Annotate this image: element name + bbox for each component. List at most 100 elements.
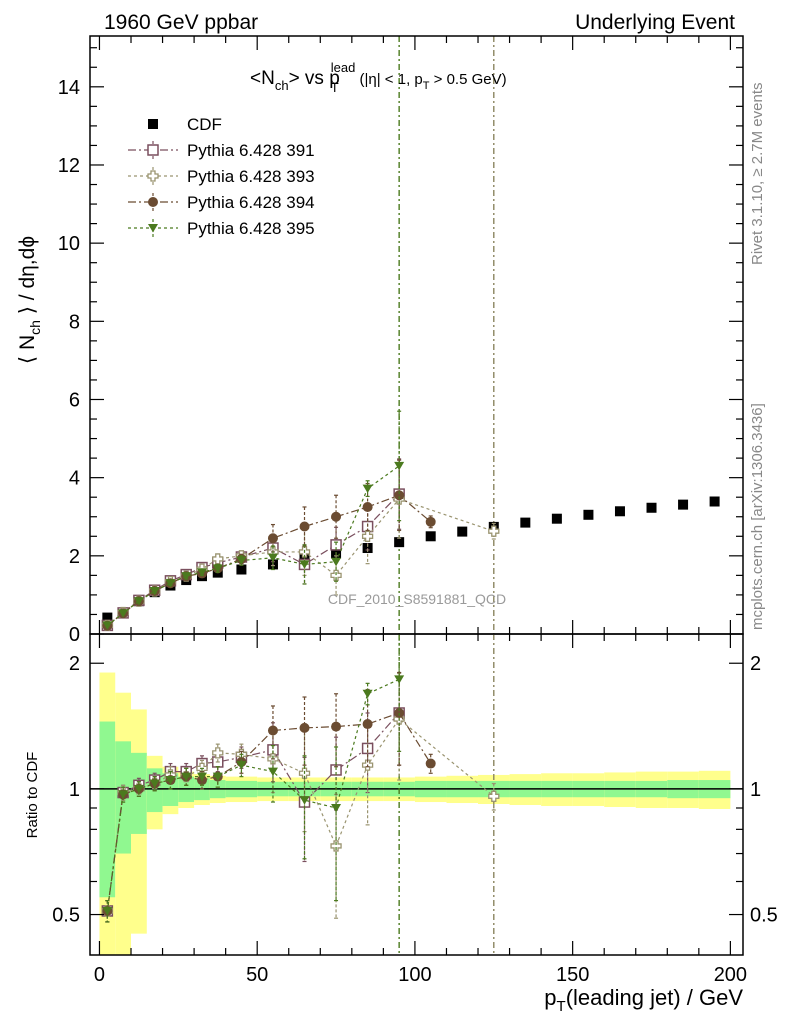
marker-point — [330, 840, 342, 852]
marker-point — [425, 531, 436, 542]
marker-point — [148, 119, 158, 129]
marker-point — [165, 579, 176, 588]
marker-point — [299, 521, 310, 532]
marker-point — [362, 501, 373, 512]
series-line — [106, 718, 495, 912]
marker-point — [425, 758, 436, 769]
marker-point — [299, 560, 310, 569]
ratio-panel — [89, 633, 744, 956]
axis-ticks — [90, 36, 743, 955]
y-axis-label: ⟨ Nch ⟩ / dη,dϕ — [16, 236, 43, 364]
title-sup-lead: lead — [331, 60, 356, 75]
ratio-tick-label-right: 2 — [750, 653, 761, 675]
ratio-tick-label-left: 1 — [69, 779, 80, 801]
y-axis-label-b: ⟩ / dη,dϕ — [16, 236, 39, 320]
ratio-tick-label-right: 0.5 — [750, 905, 778, 927]
x-axis-label-b: (leading jet) / GeV — [566, 985, 744, 1010]
marker-point — [457, 526, 468, 537]
marker-point — [394, 675, 405, 684]
ratio-y-axis-label: Ratio to CDF — [24, 752, 41, 839]
header-left: 1960 GeV ppbar — [104, 11, 258, 34]
x-tick-label: 50 — [246, 964, 268, 986]
marker-point — [425, 516, 436, 527]
marker-point — [331, 511, 342, 522]
header-right: Underlying Event — [575, 11, 735, 34]
marker-point — [236, 564, 247, 575]
marker-point — [362, 689, 373, 699]
title-sub-ch: ch — [275, 78, 289, 93]
x-axis-label: pT(leading jet) / GeV — [544, 985, 743, 1015]
marker-point — [551, 513, 562, 524]
marker-point — [102, 612, 113, 623]
marker-point — [133, 784, 144, 794]
marker-point — [330, 569, 342, 582]
marker-point — [331, 557, 342, 567]
marker-point — [709, 496, 720, 507]
plot-title: <Nch> vs pTlead (|η| < 1, pT > 0.5 GeV) — [250, 60, 507, 95]
marker-point — [147, 170, 159, 182]
marker-point — [362, 543, 373, 554]
marker-point — [236, 761, 247, 770]
marker-point — [361, 530, 374, 542]
marker-point — [583, 509, 594, 520]
x-tick-label: 200 — [714, 964, 747, 986]
marker-point — [678, 499, 689, 510]
x-tick-label: 100 — [398, 964, 431, 986]
y-tick-label: 2 — [69, 546, 80, 568]
band-inner-bin — [99, 721, 116, 898]
legend-entry-3: Pythia 6.428 394 — [128, 193, 315, 212]
marker-point — [362, 719, 373, 730]
title-main: <N — [250, 68, 275, 89]
marker-point — [394, 490, 405, 501]
marker-point — [181, 772, 192, 782]
ratio-tick-label-left: 2 — [69, 653, 80, 675]
legend-entry-4: Pythia 6.428 395 — [128, 219, 315, 238]
series-main-3 — [102, 410, 405, 630]
ratio-frame — [89, 633, 744, 956]
marker-point — [488, 525, 500, 537]
legend-label: Pythia 6.428 391 — [187, 141, 315, 160]
marker-point — [196, 772, 207, 782]
legend-label: Pythia 6.428 393 — [187, 167, 315, 186]
marker-point — [133, 597, 144, 606]
legend-entry-0: CDF — [148, 115, 222, 134]
marker-point — [148, 197, 158, 207]
legend-label: Pythia 6.428 394 — [187, 193, 315, 212]
y-tick-label: 14 — [58, 77, 80, 99]
ratio-tick-label-left: 0.5 — [52, 905, 80, 927]
marker-point — [299, 722, 310, 733]
marker-point — [165, 776, 176, 785]
marker-point — [267, 553, 278, 563]
marker-point — [118, 609, 129, 618]
x-tick-label: 150 — [556, 964, 589, 986]
cdf-uncertainty-band — [99, 672, 731, 955]
title-tail1: (|η| < 1, p — [355, 71, 422, 88]
ratio-tick-label-right: 1 — [750, 779, 761, 801]
marker-point — [614, 506, 625, 517]
title-sub-T: T — [331, 80, 339, 95]
marker-point — [147, 144, 159, 156]
marker-point — [331, 721, 342, 732]
y-tick-label: 6 — [69, 389, 80, 411]
marker-point — [488, 790, 500, 802]
series-ratio-3 — [102, 634, 405, 923]
y-tick-label: 10 — [58, 233, 80, 255]
x-axis-label-sub: T — [557, 998, 566, 1015]
marker-point — [212, 564, 223, 573]
marker-point — [520, 517, 531, 528]
series-line — [106, 494, 432, 627]
marker-point — [236, 556, 247, 566]
title-sub-T2: T — [423, 80, 430, 92]
marker-point — [361, 742, 374, 755]
marker-point — [331, 803, 342, 813]
y-tick-label: 4 — [69, 468, 80, 490]
series-line — [106, 498, 494, 626]
marker-point — [196, 568, 207, 577]
marker-point — [394, 537, 405, 548]
marker-point — [212, 772, 223, 782]
marker-point — [118, 790, 129, 799]
marker-point — [102, 906, 113, 916]
marker-point — [148, 224, 158, 233]
series-line — [106, 678, 400, 912]
